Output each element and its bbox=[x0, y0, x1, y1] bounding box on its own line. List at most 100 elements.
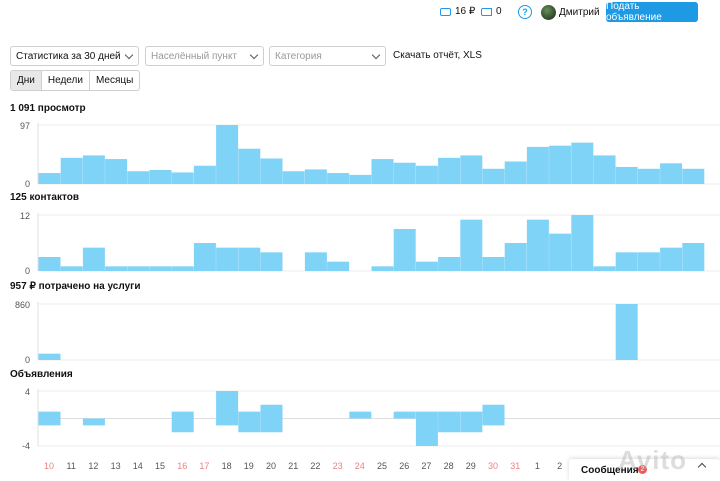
tab-months[interactable]: Месяцы bbox=[95, 75, 134, 86]
bar bbox=[171, 411, 194, 419]
bar bbox=[349, 174, 372, 184]
bar bbox=[660, 163, 683, 184]
bar bbox=[637, 252, 660, 271]
wallet-balance: 16 ₽ bbox=[455, 6, 476, 17]
bar bbox=[238, 148, 261, 184]
wallet[interactable]: 16 ₽ bbox=[440, 6, 475, 17]
bar bbox=[82, 247, 105, 271]
x-tick-label: 15 bbox=[155, 461, 165, 471]
x-tick-label: 20 bbox=[266, 461, 276, 471]
period-select[interactable]: Статистика за 30 дней bbox=[10, 46, 139, 66]
messages-badge: 2 bbox=[638, 465, 647, 474]
bar bbox=[105, 266, 128, 271]
bar bbox=[482, 168, 505, 184]
y-tick-label: 97 bbox=[20, 121, 30, 131]
user-name[interactable]: Дмитрий bbox=[559, 7, 600, 18]
chevron-up-icon bbox=[697, 462, 707, 472]
bar bbox=[238, 247, 261, 271]
bar bbox=[482, 257, 505, 271]
messages-panel[interactable]: Сообщения 2 bbox=[569, 459, 720, 481]
y-tick-label: 860 bbox=[15, 300, 30, 310]
bar bbox=[415, 165, 438, 184]
period-select-value: Статистика за 30 дней bbox=[16, 50, 121, 62]
bonus-count: 0 bbox=[496, 6, 502, 17]
x-tick-label: 24 bbox=[355, 461, 365, 471]
bar bbox=[216, 418, 239, 426]
bar bbox=[60, 157, 83, 184]
avito-watermark: Avito bbox=[618, 445, 688, 475]
bar bbox=[304, 252, 327, 271]
bar bbox=[260, 252, 283, 271]
y-tick-label: -4 bbox=[22, 441, 30, 451]
bar bbox=[371, 266, 394, 271]
x-tick-label: 19 bbox=[244, 461, 254, 471]
bar bbox=[415, 261, 438, 271]
avatar[interactable] bbox=[541, 5, 556, 20]
post-ad-button[interactable]: Подать объявление bbox=[606, 1, 698, 23]
x-tick-label: 2 bbox=[557, 461, 562, 471]
tab-weeks[interactable]: Недели bbox=[42, 71, 90, 90]
bar bbox=[149, 170, 172, 184]
city-select-placeholder: Населённый пункт bbox=[151, 50, 238, 62]
bar bbox=[238, 418, 261, 433]
bar bbox=[371, 159, 394, 184]
bar bbox=[460, 219, 483, 271]
bar bbox=[593, 155, 616, 184]
x-tick-label: 21 bbox=[288, 461, 298, 471]
bar bbox=[615, 252, 638, 271]
bar bbox=[504, 243, 527, 271]
bar bbox=[415, 418, 438, 446]
bar bbox=[193, 243, 216, 271]
bar bbox=[327, 261, 350, 271]
bar bbox=[60, 266, 83, 271]
y-tick-label: 0 bbox=[25, 266, 30, 276]
bar bbox=[571, 142, 594, 184]
tab-days[interactable]: Дни bbox=[11, 71, 42, 90]
bar bbox=[526, 146, 549, 184]
bar bbox=[149, 266, 172, 271]
x-tick-label: 1 bbox=[535, 461, 540, 471]
x-tick-label: 27 bbox=[421, 461, 431, 471]
wallet-icon bbox=[440, 7, 451, 16]
bar bbox=[216, 391, 239, 419]
bar bbox=[349, 411, 372, 419]
bar bbox=[438, 257, 461, 271]
bar bbox=[38, 418, 61, 426]
category-select[interactable]: Категория bbox=[269, 46, 386, 66]
x-tick-label: 28 bbox=[444, 461, 454, 471]
bar bbox=[127, 266, 150, 271]
y-tick-label: 0 bbox=[25, 355, 30, 365]
download-report-link[interactable]: Скачать отчёт, XLS bbox=[393, 50, 482, 61]
x-tick-label: 18 bbox=[222, 461, 232, 471]
period-tabs: Дни Недели Месяцы bbox=[10, 70, 141, 91]
bar bbox=[327, 173, 350, 184]
bar bbox=[682, 243, 705, 271]
bar bbox=[393, 229, 416, 271]
y-tick-label: 0 bbox=[25, 179, 30, 189]
bar bbox=[82, 155, 105, 184]
bar bbox=[549, 233, 572, 271]
bar bbox=[127, 171, 150, 184]
bar bbox=[438, 157, 461, 184]
bar bbox=[171, 172, 194, 184]
spent-title: 957 ₽ потрачено на услуги bbox=[10, 281, 141, 292]
help-icon[interactable]: ? bbox=[518, 5, 532, 19]
y-tick-label: 4 bbox=[25, 387, 30, 397]
bar bbox=[615, 304, 638, 360]
bar bbox=[615, 166, 638, 184]
bar bbox=[260, 158, 283, 184]
x-tick-label: 16 bbox=[177, 461, 187, 471]
views-title: 1 091 просмотр bbox=[10, 103, 86, 114]
x-tick-label: 31 bbox=[510, 461, 520, 471]
x-tick-label: 10 bbox=[44, 461, 54, 471]
bar bbox=[105, 159, 128, 184]
bar bbox=[682, 168, 705, 184]
bar bbox=[38, 353, 61, 360]
bar bbox=[549, 145, 572, 184]
city-select[interactable]: Населённый пункт bbox=[145, 46, 264, 66]
bar bbox=[216, 125, 239, 184]
x-tick-label: 11 bbox=[67, 461, 76, 471]
bar bbox=[660, 247, 683, 271]
bonus[interactable]: 0 bbox=[481, 6, 502, 17]
